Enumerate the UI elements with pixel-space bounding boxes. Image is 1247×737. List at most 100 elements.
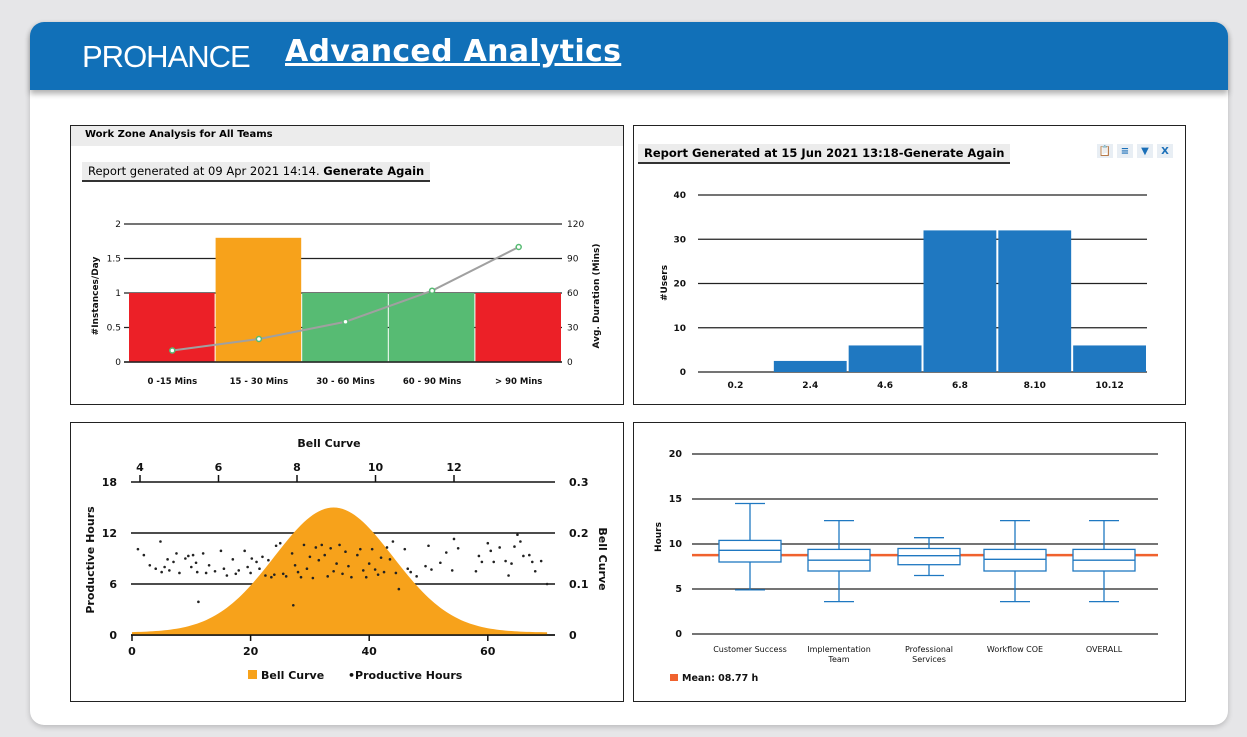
- productive-hours-point: [335, 562, 338, 565]
- productive-hours-point: [507, 574, 510, 577]
- report-generated-bar: Report generated at 09 Apr 2021 14:14. G…: [82, 162, 431, 182]
- box-plot-chart: 0 5 10 15 20 Customer Success Implementation Te…: [654, 449, 1158, 684]
- work-zone-panel: Work Zone Analysis for All Teams Report …: [70, 125, 624, 405]
- bar: [848, 345, 922, 372]
- legend-label-mean: Mean: 08.77 h: [682, 673, 759, 684]
- productive-hours-point: [317, 558, 321, 562]
- productive-hours-point: [225, 574, 229, 577]
- productive-hours-point: [444, 551, 448, 554]
- productive-hours-point: [391, 540, 395, 543]
- productive-hours-point: [452, 537, 456, 541]
- y-tick-label: 0: [675, 629, 682, 640]
- productive-hours-point: [347, 564, 350, 568]
- y2-tick-label: 120: [567, 220, 584, 230]
- y-tick-label: 1.5: [107, 255, 121, 265]
- productive-hours-point: [329, 547, 332, 550]
- productive-hours-point: [264, 574, 267, 577]
- productive-hours-point: [154, 567, 158, 570]
- productive-hours-point: [246, 565, 249, 569]
- y-axis-label: Hours: [654, 522, 664, 552]
- productive-hours-point: [172, 560, 175, 564]
- productive-hours-point: [323, 553, 327, 557]
- productive-hours-point: [456, 547, 460, 550]
- productive-hours-point: [545, 582, 549, 586]
- x-tick-label: Customer Success: [713, 645, 787, 654]
- productive-hours-point: [516, 533, 519, 536]
- productive-hours-point: [450, 569, 454, 572]
- productive-hours-point: [178, 571, 181, 575]
- productive-hours-point: [350, 575, 353, 579]
- legend-swatch-mean: [670, 674, 678, 681]
- legend-label-productive-hours: •Productive Hours: [348, 669, 463, 682]
- productive-hours-point: [243, 549, 246, 553]
- page-title[interactable]: Advanced Analytics: [285, 34, 622, 69]
- filter-icon[interactable]: ▼: [1137, 144, 1153, 158]
- productive-hours-point: [258, 567, 261, 570]
- productive-hours-point: [486, 541, 490, 545]
- productive-hours-point: [373, 568, 377, 571]
- productive-hours-point: [326, 575, 329, 578]
- y-tick-label: 1: [115, 289, 121, 299]
- productive-hours-point: [513, 545, 516, 548]
- box: [718, 539, 782, 563]
- generate-again-link[interactable]: Report Generated at 15 Jun 2021 13:18-Ge…: [638, 144, 1011, 164]
- y-tick-label: 10: [673, 324, 686, 334]
- productive-hours-point: [439, 561, 442, 565]
- productive-hours-point: [370, 547, 374, 551]
- chart-title: Bell Curve: [297, 437, 360, 450]
- productive-hours-point: [519, 540, 522, 543]
- y2-tick-label: 0.2: [569, 527, 589, 540]
- legend-swatch-bell-curve: [248, 670, 257, 679]
- productive-hours-point: [302, 543, 306, 547]
- x-tick-label: Workflow COE: [987, 645, 1043, 654]
- y2-tick-label: 90: [567, 255, 579, 265]
- productive-hours-point: [281, 572, 285, 576]
- clipboard-icon[interactable]: 📋: [1097, 144, 1113, 158]
- y2-axis-label: Avg. Duration (Mins): [592, 243, 602, 348]
- productive-hours-point: [394, 571, 398, 575]
- productive-hours-point: [234, 572, 238, 576]
- productive-hours-point: [397, 587, 401, 591]
- y2-tick-label: 30: [567, 324, 579, 334]
- y2-axis-label: Bell Curve: [596, 527, 609, 590]
- productive-hours-point: [204, 571, 208, 575]
- y-tick-label: 0: [115, 358, 121, 368]
- x-tick-label: OVERALL: [1086, 645, 1123, 654]
- generate-again-link[interactable]: Generate Again: [323, 164, 425, 178]
- productive-hours-point: [409, 570, 413, 574]
- productive-hours-point: [474, 569, 478, 573]
- y-tick-label: 30: [673, 235, 686, 245]
- y-axis-label: #Instances/Day: [91, 257, 101, 336]
- x-tick-label: 8.10: [1024, 381, 1046, 391]
- productive-hours-point: [250, 557, 254, 560]
- productive-hours-point: [261, 555, 264, 559]
- y-tick-label: 12: [102, 527, 117, 540]
- productive-hours-point: [195, 570, 199, 574]
- bell-curve-panel: 0 0 6 0.1 12 0.2 18 0.3 0 20 40 60 4 6 8 10 12 Bell Curve…: [70, 422, 624, 702]
- prohance-logo: PROHANCE: [82, 39, 251, 74]
- box: [897, 547, 961, 566]
- x2-tick-label: 12: [446, 461, 461, 474]
- productive-hours-point: [344, 550, 347, 553]
- x-tick-label: 30 - 60 Mins: [316, 377, 375, 387]
- productive-hours-point: [364, 575, 368, 579]
- x2-tick-label: 4: [136, 461, 144, 474]
- productive-hours-point: [314, 546, 318, 549]
- productive-hours-point: [299, 575, 303, 579]
- productive-hours-point: [427, 544, 430, 548]
- productive-hours-point: [522, 554, 525, 558]
- x-tick-label: > 90 Mins: [495, 377, 542, 387]
- productive-hours-point: [175, 552, 178, 555]
- menu-icon[interactable]: ≡: [1117, 144, 1133, 158]
- productive-hours-point: [332, 569, 335, 573]
- y-tick-label: 40: [673, 191, 686, 201]
- users-histogram-panel: Report Generated at 15 Jun 2021 13:18-Ge…: [633, 125, 1186, 405]
- productive-hours-point: [187, 554, 190, 558]
- x2-tick-label: 10: [368, 461, 384, 474]
- app-header: PROHANCE Advanced Analytics: [30, 22, 1228, 90]
- productive-hours-point: [359, 547, 362, 551]
- y2-tick-label: 0.1: [569, 578, 589, 591]
- close-icon[interactable]: X: [1157, 144, 1173, 158]
- productive-hours-point: [533, 569, 537, 573]
